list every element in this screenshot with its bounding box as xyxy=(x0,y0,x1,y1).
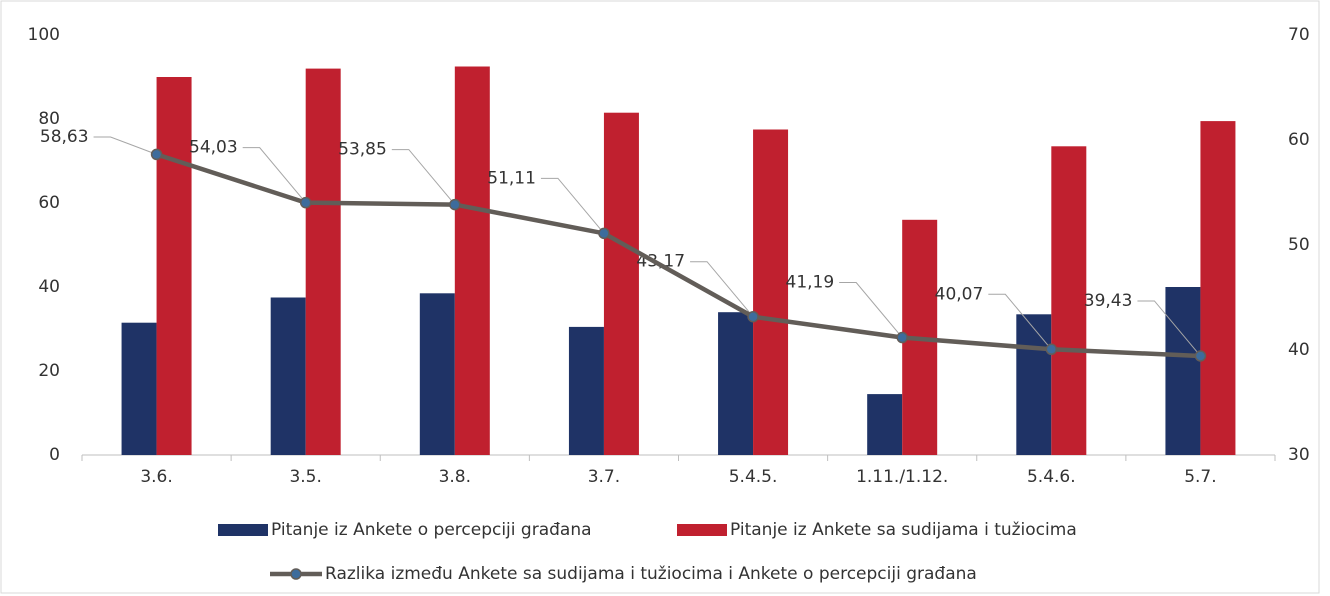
y-tick-label: 80 xyxy=(38,109,60,129)
bar xyxy=(454,66,490,455)
marker xyxy=(299,196,312,209)
data-label: 54,03 xyxy=(189,138,238,158)
y-tick-label: 100 xyxy=(28,25,60,45)
x-tick-label: 3.8. xyxy=(439,467,471,487)
leader-line xyxy=(391,149,456,205)
bar xyxy=(867,394,903,455)
marker xyxy=(1194,350,1207,362)
x-tick-label: 1.11./1.12. xyxy=(856,467,948,487)
x-tick-label: 3.7. xyxy=(588,467,620,487)
bar xyxy=(1200,121,1236,455)
data-label: 58,63 xyxy=(40,127,89,147)
y-tick-label: 60 xyxy=(38,193,60,213)
bar xyxy=(603,112,639,455)
bar xyxy=(1165,287,1201,455)
marker xyxy=(747,310,759,323)
bar xyxy=(753,129,789,455)
x-tick-label: 5.7. xyxy=(1184,467,1216,487)
data-label: 51,11 xyxy=(487,168,536,188)
legend-swatch xyxy=(218,524,268,536)
y2-tick-label: 70 xyxy=(1288,25,1310,45)
x-tick-label: 3.6. xyxy=(140,467,172,487)
leader-line xyxy=(690,261,754,318)
bar xyxy=(1016,314,1052,455)
marker xyxy=(598,227,610,240)
legend-label: Pitanje iz Ankete sa sudijama i tužiocim… xyxy=(730,520,1077,540)
marker xyxy=(1045,343,1058,356)
legend-swatch xyxy=(290,568,302,580)
legend-label: Razlika između Ankete sa sudijama i tuži… xyxy=(325,564,977,584)
marker xyxy=(896,331,908,344)
data-label: 41,19 xyxy=(786,273,835,293)
y-tick-label: 0 xyxy=(49,445,60,465)
y2-tick-label: 60 xyxy=(1288,130,1310,150)
bar xyxy=(270,297,306,455)
y2-tick-label: 30 xyxy=(1288,445,1310,465)
marker xyxy=(449,198,461,211)
y-tick-label: 40 xyxy=(38,277,60,297)
data-label: 40,07 xyxy=(935,284,984,304)
x-tick-label: 3.5. xyxy=(289,467,321,487)
leader-line xyxy=(93,136,157,155)
x-tick-label: 5.4.6. xyxy=(1027,467,1076,487)
bar xyxy=(156,77,192,455)
line xyxy=(155,152,1201,359)
leader-line xyxy=(839,282,903,338)
y2-tick-label: 50 xyxy=(1288,235,1310,255)
bar xyxy=(121,322,157,455)
leader-line xyxy=(1137,300,1201,357)
marker xyxy=(150,148,163,161)
y-tick-label: 20 xyxy=(38,361,60,381)
bar xyxy=(568,326,604,455)
legend-label: Pitanje iz Ankete o percepciji građana xyxy=(271,520,592,540)
bar xyxy=(718,312,754,455)
leader-line xyxy=(988,293,1052,350)
leader-line xyxy=(540,177,605,234)
x-tick-label: 5.4.5. xyxy=(729,467,778,487)
data-label: 53,85 xyxy=(338,140,387,160)
bar xyxy=(305,68,341,455)
y2-tick-label: 40 xyxy=(1288,340,1310,360)
bar xyxy=(1051,146,1087,456)
data-label: 39,43 xyxy=(1084,291,1133,311)
legend-swatch xyxy=(677,524,727,536)
bar xyxy=(419,293,455,455)
leader-line xyxy=(242,147,307,204)
